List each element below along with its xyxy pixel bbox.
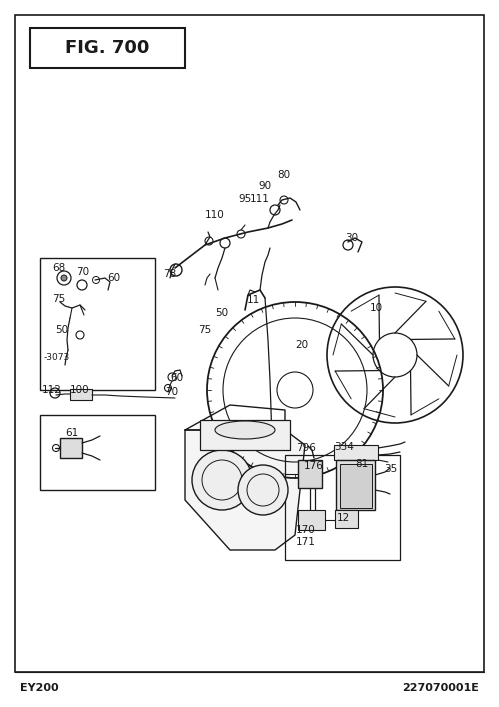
Text: 170: 170 xyxy=(296,525,316,535)
Text: 227070001E: 227070001E xyxy=(402,683,479,693)
Text: 110: 110 xyxy=(205,210,225,220)
Bar xyxy=(40,415,155,490)
Text: 68: 68 xyxy=(52,263,65,273)
Text: 70: 70 xyxy=(165,387,178,397)
Text: 95: 95 xyxy=(238,194,251,204)
Ellipse shape xyxy=(215,421,275,439)
Text: 75: 75 xyxy=(198,325,211,335)
Text: 334: 334 xyxy=(334,442,354,452)
Text: 112: 112 xyxy=(42,385,62,395)
Text: FIG. 700: FIG. 700 xyxy=(65,39,150,57)
Text: 100: 100 xyxy=(70,385,90,395)
Bar xyxy=(298,460,322,488)
Text: 80: 80 xyxy=(277,170,290,180)
Text: 90: 90 xyxy=(258,181,271,191)
Text: 75: 75 xyxy=(52,294,65,304)
Bar xyxy=(200,420,290,450)
Bar xyxy=(336,460,375,510)
Text: 81: 81 xyxy=(355,459,368,469)
Bar xyxy=(335,510,358,528)
Text: 111: 111 xyxy=(250,194,270,204)
Text: 60: 60 xyxy=(107,273,120,283)
Text: 12: 12 xyxy=(337,513,350,523)
Text: 50: 50 xyxy=(215,308,228,318)
Text: 11: 11 xyxy=(247,295,260,305)
Text: 70: 70 xyxy=(76,267,89,277)
Text: 78: 78 xyxy=(163,269,176,279)
Bar xyxy=(60,438,82,458)
Bar xyxy=(298,510,325,530)
Text: 176: 176 xyxy=(304,461,324,471)
Circle shape xyxy=(238,465,288,515)
Bar xyxy=(30,28,185,68)
Text: 10: 10 xyxy=(370,303,383,313)
Text: 50: 50 xyxy=(55,325,68,335)
Circle shape xyxy=(192,450,252,510)
Bar xyxy=(40,258,155,390)
Polygon shape xyxy=(185,430,305,550)
Bar xyxy=(70,389,92,400)
Bar xyxy=(285,455,400,560)
Circle shape xyxy=(61,275,67,281)
Bar xyxy=(334,445,378,460)
Text: 796: 796 xyxy=(296,443,316,453)
Text: 171: 171 xyxy=(296,537,316,547)
Text: 30: 30 xyxy=(345,233,358,243)
Text: 60: 60 xyxy=(170,373,183,383)
Text: EY200: EY200 xyxy=(20,683,58,693)
Text: 35: 35 xyxy=(384,464,397,474)
Text: 20: 20 xyxy=(295,340,308,350)
Text: 61: 61 xyxy=(65,428,78,438)
Text: -3073: -3073 xyxy=(44,354,70,363)
Bar xyxy=(340,464,372,508)
